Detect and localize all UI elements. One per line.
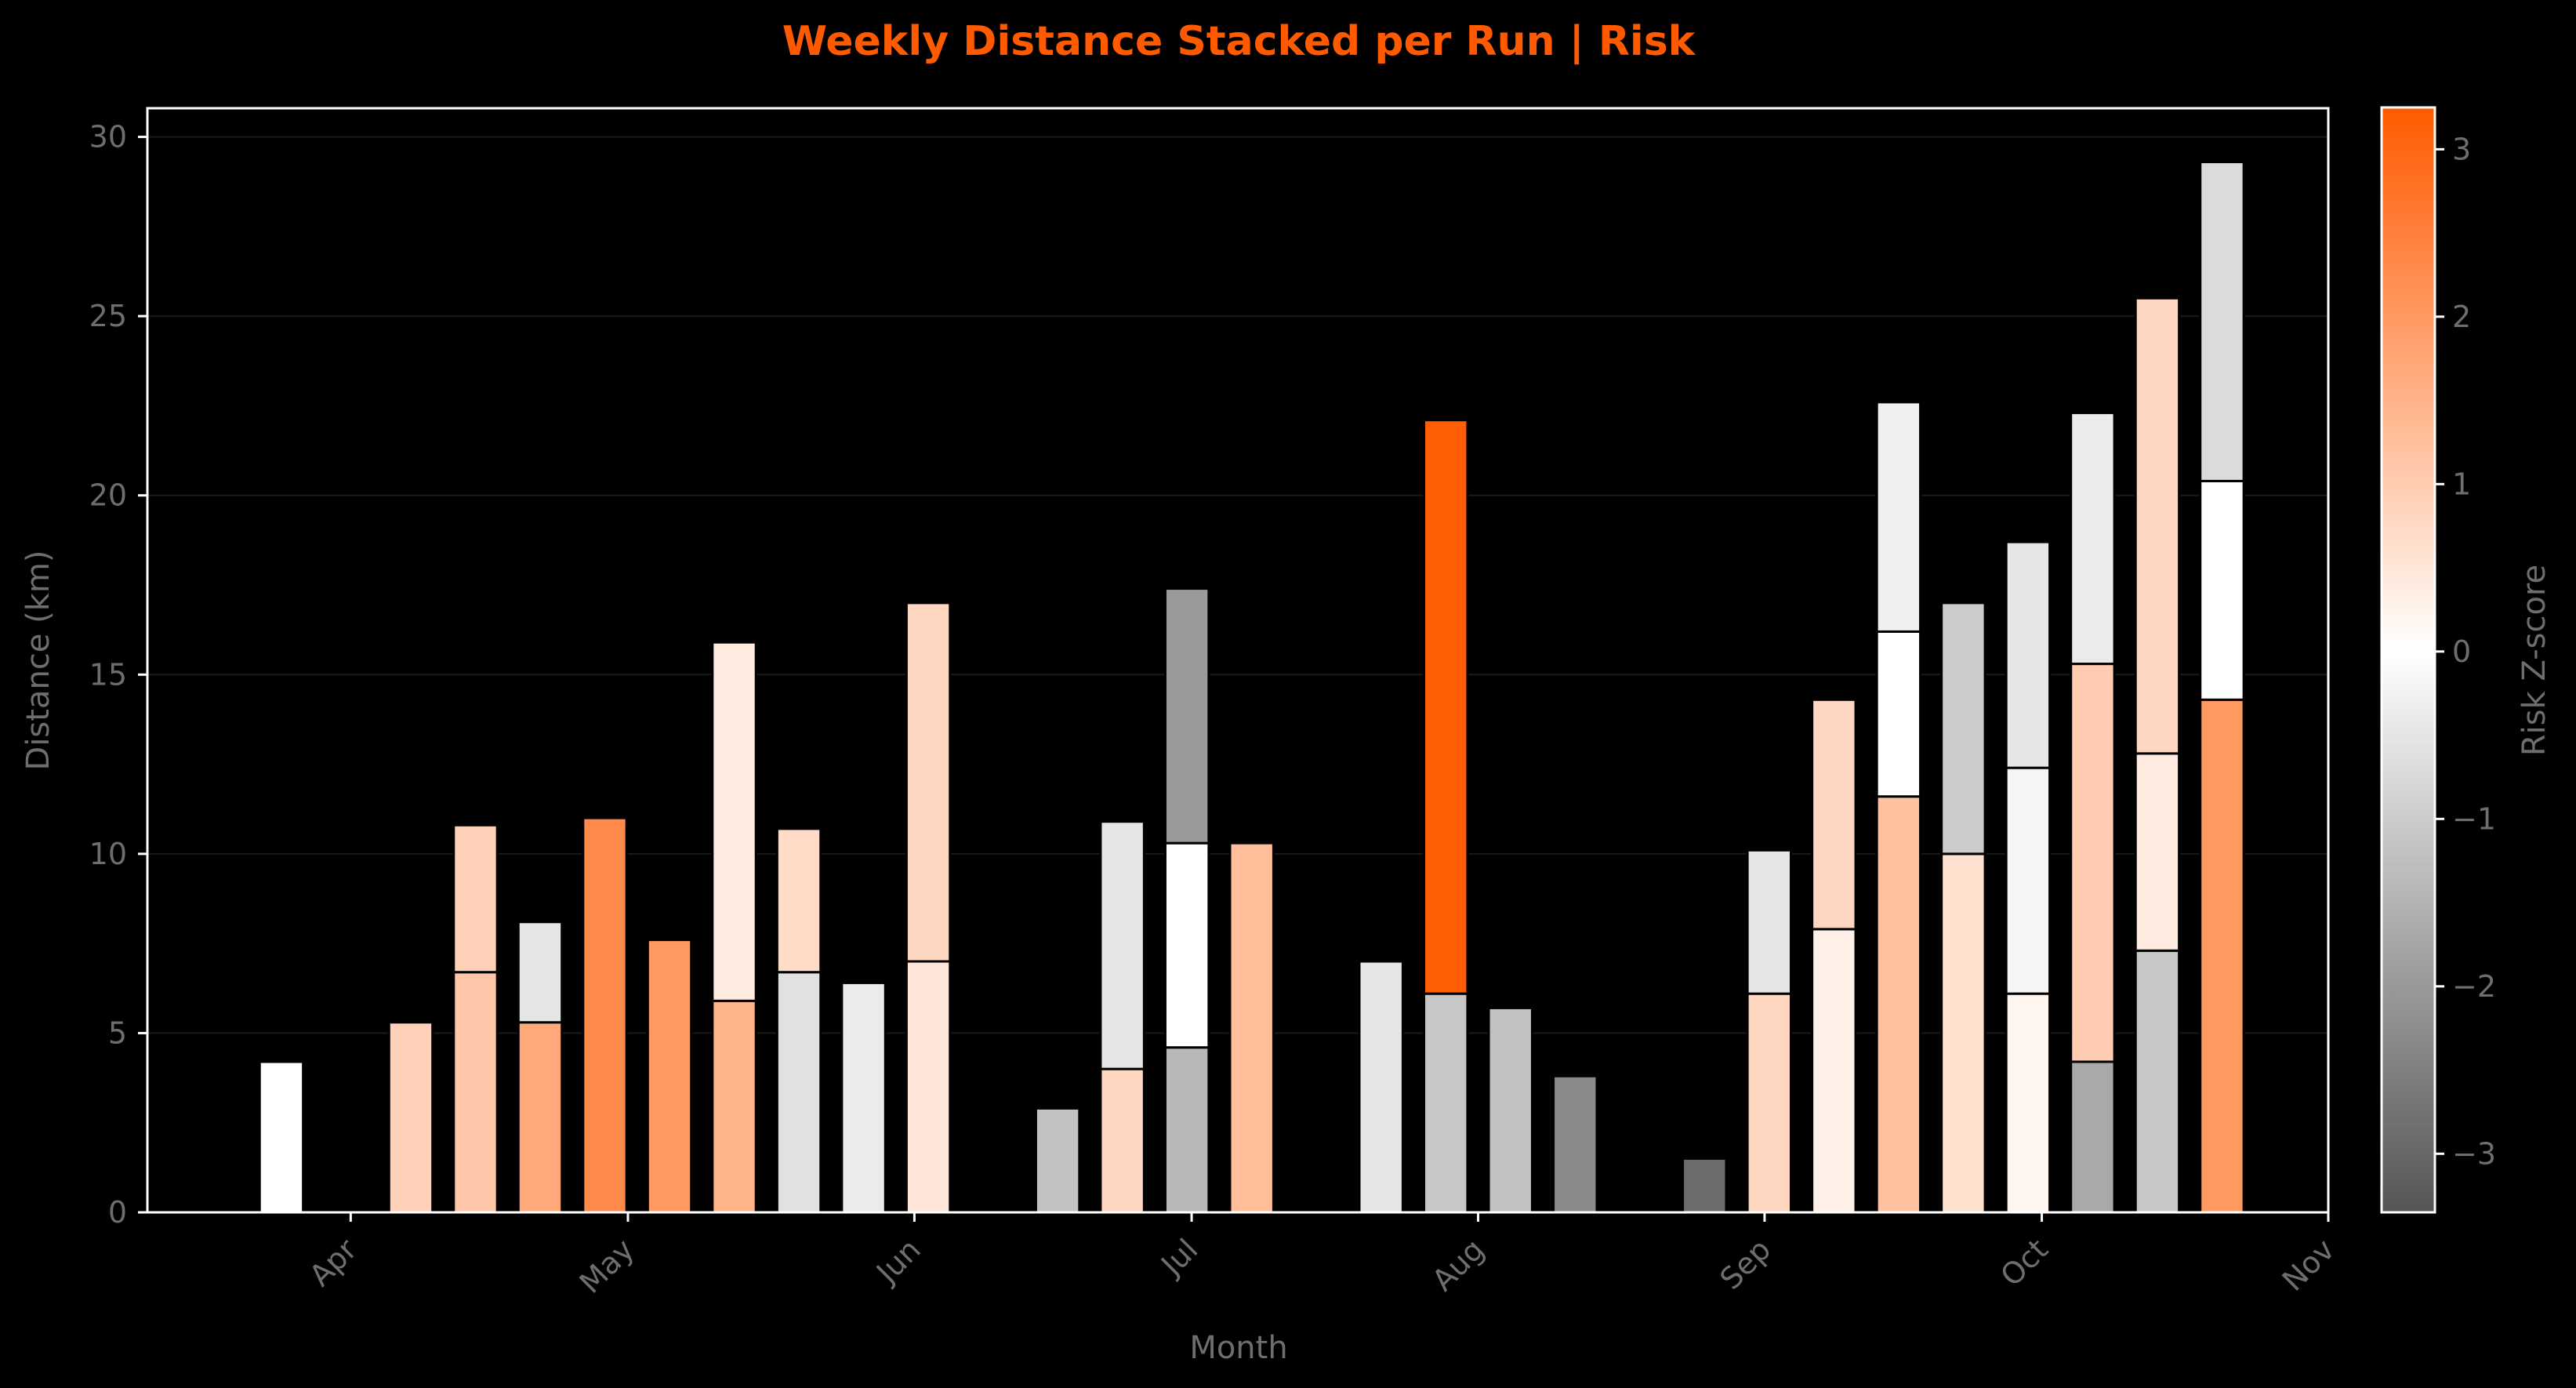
x-axis-label: Month [1189, 1330, 1287, 1366]
bar-segment [1163, 841, 1210, 1049]
bar-segment [1099, 1067, 1145, 1214]
bars [258, 161, 2245, 1214]
y-tick-label: 0 [108, 1195, 127, 1230]
bar-segment [1163, 1046, 1210, 1214]
bar-segment [1811, 928, 1857, 1214]
bar-segment [840, 981, 887, 1214]
colorbar-label: Risk Z-score [2516, 565, 2552, 756]
colorbar-tick-label: −3 [2452, 1136, 2496, 1171]
bar-segment [1552, 1074, 1598, 1214]
bar-segment [1682, 1157, 1728, 1214]
colorbar-tick-label: −2 [2452, 969, 2496, 1004]
y-tick-label: 5 [108, 1016, 127, 1050]
bar-segment [1487, 1006, 1533, 1214]
bar-segment [2005, 992, 2052, 1214]
bar-segment [1875, 401, 1922, 633]
colorbar: −3 −2 −1 0 1 2 3 Risk Z-score [2380, 106, 2552, 1214]
bar-segment [2005, 766, 2052, 995]
y-tick-label: 10 [89, 837, 127, 871]
bar-segment [517, 1021, 564, 1214]
chart-title: Weekly Distance Stacked per Run | Risk [782, 18, 1696, 65]
bar-segment [1746, 848, 1793, 995]
bar-segment [905, 960, 952, 1214]
bar-segment [1423, 992, 1469, 1214]
bar-segment [646, 939, 693, 1214]
bar-segment [2199, 698, 2245, 1214]
bar-segment [2199, 161, 2245, 482]
bar-segment [905, 601, 952, 963]
colorbar-tick-label: 0 [2452, 634, 2471, 669]
bar-segment [387, 1021, 434, 1214]
colorbar-gradient [2380, 106, 2436, 1214]
bar-segment [1358, 960, 1404, 1214]
colorbar-tick-label: −1 [2452, 801, 2496, 836]
bar-segment [2134, 752, 2181, 952]
bar-segment [711, 641, 757, 1002]
bar-segment [1940, 601, 1986, 856]
bar-segment [1099, 820, 1145, 1070]
bar-segment [775, 827, 822, 974]
bar-segment [258, 1060, 305, 1214]
bar-segment [775, 971, 822, 1214]
bar-segment [1811, 698, 1857, 931]
colorbar-ticks: −3 −2 −1 0 1 2 3 [2435, 132, 2496, 1171]
plot-frame [146, 107, 2330, 1214]
bar-segment [1875, 630, 1922, 798]
colorbar-tick-label: 1 [2452, 467, 2471, 501]
bar-segment [2070, 412, 2116, 666]
bar-segment [582, 816, 628, 1214]
bar-segment [2199, 479, 2245, 701]
bar-segment [452, 823, 499, 974]
y-tick-label: 15 [89, 657, 127, 692]
bar-segment [1163, 587, 1210, 845]
y-tick-label: 30 [89, 120, 127, 154]
bar-segment [1034, 1106, 1081, 1214]
y-tick-label: 25 [89, 299, 127, 333]
bar-segment [1746, 992, 1793, 1214]
bar-segment [711, 999, 757, 1214]
colorbar-tick-label: 3 [2452, 132, 2471, 166]
bar-segment [452, 971, 499, 1214]
colorbar-tick-label: 2 [2452, 300, 2471, 334]
bar-segment [2134, 949, 2181, 1214]
bar-segment [2005, 540, 2052, 769]
bar-segment [1423, 419, 1469, 995]
bar-segment [2134, 296, 2181, 755]
bar-segment [2070, 1060, 2116, 1214]
bar-segment [517, 921, 564, 1024]
y-tick-label: 20 [89, 478, 127, 513]
bar-segment [2070, 663, 2116, 1063]
bar-segment [1228, 841, 1275, 1214]
y-axis-label: Distance (km) [20, 550, 56, 771]
bar-segment [1875, 795, 1922, 1214]
y-axis-ticks: 0 5 10 15 20 25 30 [89, 120, 147, 1230]
bar-segment [1940, 852, 1986, 1214]
